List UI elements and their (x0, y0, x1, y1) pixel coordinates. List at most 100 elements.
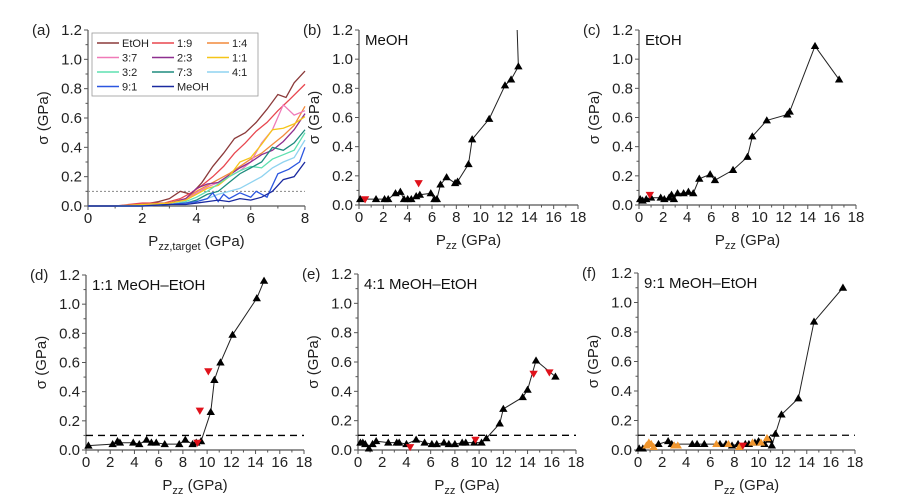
x-axis-label-main: P (434, 477, 444, 494)
x-tick-label: 8 (301, 210, 309, 227)
x-tick-label: 4 (683, 209, 691, 226)
y-tick-label: 0.0 (331, 442, 352, 459)
x-tick-label: 6 (426, 454, 434, 471)
data-point (394, 438, 404, 446)
y-tick-label: 0.2 (332, 168, 353, 185)
x-tick-label: 10 (199, 454, 216, 471)
data-point (673, 441, 682, 449)
data-point (645, 191, 655, 199)
x-tick-label: 10 (751, 209, 768, 226)
x-tick-label: 10 (750, 454, 767, 471)
data-point (477, 438, 486, 446)
data-point (252, 294, 261, 302)
data-point (216, 358, 225, 366)
x-tick-label: 6 (428, 209, 436, 226)
data-point (432, 194, 442, 203)
series-1-9 (88, 83, 306, 207)
x-tick-label: 8 (179, 454, 187, 471)
data-point (152, 438, 161, 446)
x-axis-label-unit: (GPa) (201, 233, 245, 250)
y-tick-label: 0.8 (61, 81, 82, 98)
x-tick-label: 2 (138, 210, 146, 227)
x-tick-label: 12 (497, 209, 514, 226)
data-point (471, 436, 480, 444)
data-point (748, 438, 757, 446)
x-axis-label-subscript: zz (725, 240, 736, 252)
y-tick-label: 0.8 (59, 325, 80, 342)
y-tick-label: 1.0 (611, 295, 632, 312)
y-tick-label: 1.2 (59, 267, 80, 284)
y-axis-label: σ (GPa) (33, 336, 50, 389)
x-tick-label: 4 (682, 454, 690, 471)
data-point (810, 41, 820, 49)
data-point (762, 116, 771, 124)
y-tick-label: 0.8 (331, 325, 352, 342)
data-point (453, 177, 462, 185)
x-axis-label-main: P (148, 233, 158, 250)
data-point (692, 439, 702, 448)
data-point (432, 439, 441, 448)
legend-label: 2:3 (177, 53, 192, 65)
data-point (649, 442, 658, 450)
y-tick-label: 1.0 (331, 295, 352, 312)
x-tick-label: 6 (154, 454, 162, 471)
x-axis-label: Pzz (GPa) (436, 232, 501, 252)
data-point (411, 435, 421, 443)
x-tick-label: 4 (192, 210, 200, 227)
x-tick-label: 2 (658, 454, 666, 471)
data-point (407, 194, 416, 203)
x-tick-label: 18 (847, 454, 864, 471)
data-point (461, 438, 470, 446)
y-tick-label: 0.8 (611, 324, 632, 341)
data-point (482, 434, 491, 442)
series-line (88, 70, 306, 207)
legend-label: 4:1 (232, 67, 247, 79)
panel-f: 0 2 4 6 8 10 12 14 16 18 0.0 0.2 0.4 0.6 0.8 1.0 1.2 (f) σ… (582, 265, 863, 497)
x-tick-label: 4 (130, 454, 138, 471)
series-black (635, 283, 848, 452)
y-tick-label: 0.4 (612, 139, 633, 156)
y-tick-label: 0.4 (331, 383, 352, 400)
data-point (748, 132, 757, 140)
y-tick-label: 0.6 (332, 110, 353, 127)
data-point (669, 194, 679, 203)
x-axis-label: Pzz (GPa) (434, 477, 499, 497)
data-point (484, 114, 494, 122)
x-tick-label: 14 (521, 209, 538, 226)
x-axis-label: Pzz (GPa) (715, 232, 780, 252)
data-point (356, 194, 365, 203)
data-point (705, 170, 715, 178)
y-tick-label: 0.6 (61, 110, 82, 127)
x-tick-label: 14 (799, 209, 816, 226)
data-point (735, 442, 744, 450)
panel-label: (c) (583, 22, 601, 39)
data-point (384, 194, 393, 203)
x-tick-label: 12 (223, 454, 240, 471)
series-line (88, 280, 265, 447)
x-axis-label: Pzz,target (GPa) (148, 233, 244, 253)
data-point (529, 370, 538, 378)
data-point (420, 438, 429, 446)
data-point (785, 107, 794, 115)
data-point (738, 442, 748, 450)
data-point (689, 189, 698, 197)
data-point (518, 393, 527, 401)
data-point (523, 385, 532, 393)
x-tick-label: 0 (635, 209, 643, 226)
data-point (142, 435, 151, 443)
data-point (834, 75, 844, 83)
x-tick-label: 14 (798, 454, 815, 471)
x-tick-label: 2 (106, 454, 114, 471)
y-tick-label: 0.0 (61, 198, 82, 215)
legend-label: 1:1 (232, 53, 247, 65)
data-point (499, 404, 508, 412)
data-point (756, 438, 766, 446)
data-point (444, 439, 454, 448)
x-tick-label: 4 (402, 454, 410, 471)
y-tick-label: 0.2 (331, 413, 352, 430)
legend: EtOH 1:9 1:4 3:7 2:3 1:1 3:2 7:3 4:1 9:1 MeOH (91, 32, 259, 97)
x-tick-label: 16 (271, 454, 288, 471)
data-point (809, 317, 819, 325)
y-tick-label: 0.6 (59, 355, 80, 372)
